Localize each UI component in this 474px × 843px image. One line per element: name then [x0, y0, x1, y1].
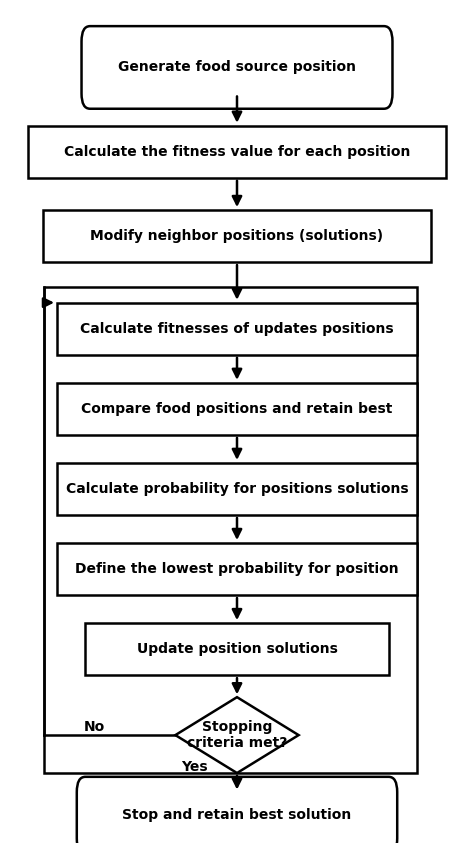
Text: Calculate fitnesses of updates positions: Calculate fitnesses of updates positions	[80, 322, 394, 336]
Text: Define the lowest probability for position: Define the lowest probability for positi…	[75, 562, 399, 576]
Text: Update position solutions: Update position solutions	[137, 642, 337, 656]
Text: Modify neighbor positions (solutions): Modify neighbor positions (solutions)	[91, 229, 383, 243]
Text: Generate food source position: Generate food source position	[118, 61, 356, 74]
Text: Calculate the fitness value for each position: Calculate the fitness value for each pos…	[64, 145, 410, 158]
Bar	[44, 287, 417, 773]
Text: Stopping
criteria met?: Stopping criteria met?	[187, 720, 287, 750]
Text: Yes: Yes	[181, 760, 208, 774]
Text: Calculate probability for positions solutions: Calculate probability for positions solu…	[66, 482, 408, 496]
Bar	[57, 383, 417, 435]
Text: No: No	[84, 720, 105, 733]
Bar	[57, 303, 417, 355]
Text: Compare food positions and retain best: Compare food positions and retain best	[82, 402, 392, 416]
Bar	[28, 126, 446, 178]
FancyBboxPatch shape	[77, 777, 397, 843]
Text: Stop and retain best solution: Stop and retain best solution	[122, 808, 352, 822]
Bar	[57, 543, 417, 595]
FancyBboxPatch shape	[82, 26, 392, 109]
Polygon shape	[175, 697, 299, 773]
Bar	[57, 463, 417, 515]
Bar	[43, 210, 431, 262]
Bar	[85, 623, 389, 675]
